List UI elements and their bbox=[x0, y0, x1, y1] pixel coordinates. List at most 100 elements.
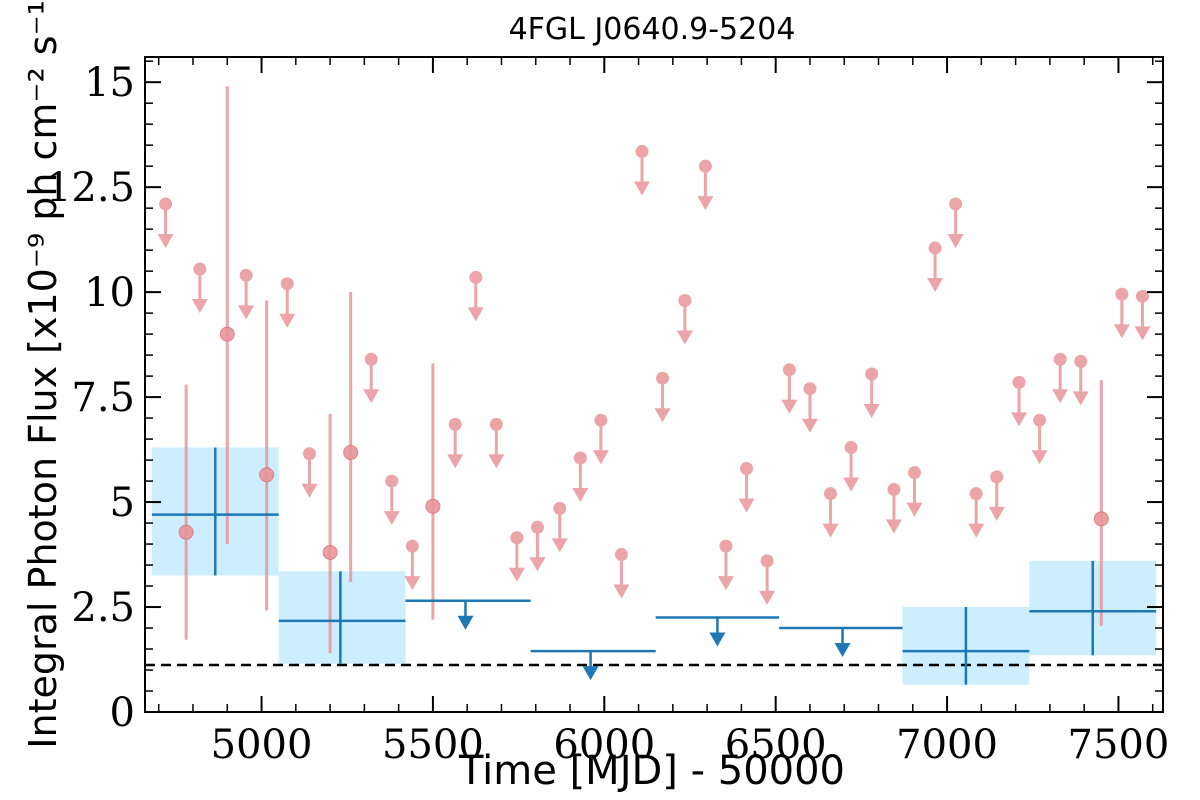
short-bin-upper-limit-26-head bbox=[822, 523, 839, 538]
short-bin-upper-limit-marker-30 bbox=[907, 466, 921, 480]
short-bin-upper-limit-32 bbox=[947, 197, 964, 248]
plot-frame bbox=[144, 56, 1164, 713]
short-bin-points bbox=[157, 86, 1151, 654]
short-bin-upper-limit-24 bbox=[781, 363, 798, 414]
short-bin-upper-limit-14-head bbox=[572, 487, 589, 502]
short-bin-upper-limit-35 bbox=[1011, 375, 1028, 427]
short-bin-upper-limit-9 bbox=[467, 270, 484, 322]
short-bin-upper-limit-36-head bbox=[1031, 450, 1048, 465]
short-bin-upper-limit-marker-14 bbox=[573, 451, 587, 465]
short-bin-upper-limit-22-head bbox=[738, 498, 755, 513]
x-tick-label-5: 7500 bbox=[1068, 722, 1170, 768]
short-bin-upper-limit-17-head bbox=[634, 181, 651, 196]
short-bin-upper-limit-9-head bbox=[467, 307, 484, 322]
x-axis-label: Time [MJD] - 50000 bbox=[458, 748, 845, 794]
short-bin-upper-limit-24-head bbox=[781, 399, 798, 414]
short-bin-upper-limit-33-head bbox=[968, 523, 985, 538]
short-bin-upper-limit-marker-32 bbox=[949, 197, 963, 211]
short-bin-upper-limit-marker-13 bbox=[553, 501, 567, 515]
x-tick-label-2: 6000 bbox=[553, 722, 655, 768]
short-bin-upper-limit-2-head bbox=[238, 305, 255, 320]
short-bin-upper-limit-23-head bbox=[759, 590, 776, 605]
short-bin-upper-limit-16 bbox=[613, 548, 630, 599]
short-bin-upper-limit-marker-28 bbox=[865, 367, 879, 381]
short-bin-upper-limit-5 bbox=[363, 352, 380, 404]
x-tick-label-1: 5500 bbox=[382, 722, 484, 768]
short-bin-point-4 bbox=[343, 445, 359, 461]
short-bin-upper-limit-10 bbox=[488, 417, 505, 469]
short-bin-upper-limit-28 bbox=[863, 367, 880, 419]
short-bin-upper-limit-33 bbox=[968, 487, 985, 538]
short-bin-upper-limit-37 bbox=[1052, 352, 1069, 404]
y-tick-label-6: 15 bbox=[84, 60, 135, 106]
short-bin-upper-limit-29 bbox=[885, 482, 902, 534]
short-bin-upper-limit-marker-7 bbox=[405, 539, 419, 553]
short-bin-upper-limit-23 bbox=[759, 554, 776, 605]
short-bin-upper-limit-34 bbox=[988, 470, 1005, 521]
short-bin-upper-limit-20-head bbox=[697, 196, 714, 211]
y-tick-label-3: 7.5 bbox=[71, 375, 135, 421]
short-bin-upper-limit-5-head bbox=[363, 389, 380, 404]
short-bin-upper-limit-31 bbox=[927, 241, 944, 293]
short-bin-upper-limit-marker-29 bbox=[887, 482, 901, 496]
short-bin-upper-limit-36 bbox=[1031, 413, 1048, 465]
short-bin-upper-limit-marker-23 bbox=[760, 554, 774, 568]
short-bin-upper-limit-marker-39 bbox=[1115, 287, 1129, 301]
short-bin-upper-limit-4 bbox=[301, 447, 318, 498]
short-bin-upper-limit-marker-17 bbox=[635, 144, 649, 158]
short-bin-upper-limit-marker-6 bbox=[385, 474, 399, 488]
short-bin-point-0 bbox=[178, 524, 194, 540]
y-tick-label-0: 0 bbox=[110, 690, 135, 736]
short-bin-point-5 bbox=[425, 498, 441, 514]
short-bin-upper-limit-marker-21 bbox=[719, 539, 733, 553]
short-bin-upper-limit-marker-12 bbox=[530, 520, 544, 534]
short-bin-upper-limit-2 bbox=[238, 268, 255, 320]
short-bin-upper-limit-6-head bbox=[383, 511, 400, 526]
x-tick-label-4: 7000 bbox=[896, 722, 998, 768]
short-bin-upper-limit-10-head bbox=[488, 454, 505, 469]
short-bin-upper-limit-0 bbox=[157, 197, 174, 248]
short-bin-upper-limit-30 bbox=[906, 466, 923, 517]
long-bin-points bbox=[151, 447, 1157, 685]
long-bin-ul-head-3 bbox=[834, 643, 851, 658]
short-bin-upper-limit-19-head bbox=[676, 330, 693, 345]
short-bin-upper-limit-18-head bbox=[654, 408, 671, 423]
short-bin-upper-limit-39 bbox=[1113, 287, 1130, 339]
short-bin-upper-limit-27 bbox=[843, 440, 860, 492]
short-bin-upper-limit-marker-19 bbox=[678, 294, 692, 308]
short-bin-upper-limit-marker-1 bbox=[193, 262, 207, 276]
short-bin-upper-limit-32-head bbox=[947, 233, 964, 248]
short-bin-point-1 bbox=[219, 326, 235, 342]
short-bin-upper-limit-marker-31 bbox=[928, 241, 942, 255]
short-bin-upper-limit-22 bbox=[738, 461, 755, 513]
short-bin-upper-limit-marker-26 bbox=[824, 487, 838, 501]
short-bin-upper-limit-marker-25 bbox=[803, 382, 817, 396]
x-tick-label-0: 5000 bbox=[211, 722, 313, 768]
short-bin-upper-limit-31-head bbox=[927, 278, 944, 293]
short-bin-upper-limit-29-head bbox=[885, 519, 902, 534]
short-bin-point-3 bbox=[322, 544, 338, 560]
long-bin-band-1 bbox=[278, 571, 406, 664]
short-bin-point-6 bbox=[1093, 511, 1109, 527]
short-bin-upper-limit-marker-0 bbox=[159, 197, 173, 211]
x-tick-label-3: 6500 bbox=[725, 722, 827, 768]
short-bin-upper-limit-6 bbox=[383, 474, 400, 526]
short-bin-upper-limit-18 bbox=[654, 371, 671, 423]
short-bin-upper-limit-40 bbox=[1134, 289, 1151, 341]
short-bin-upper-limit-19 bbox=[676, 294, 693, 345]
short-bin-upper-limit-25 bbox=[801, 382, 818, 433]
short-bin-upper-limit-marker-36 bbox=[1033, 413, 1047, 427]
short-bin-upper-limit-marker-16 bbox=[614, 548, 628, 562]
long-bin-bands bbox=[151, 447, 1157, 685]
short-bin-upper-limit-30-head bbox=[906, 502, 923, 517]
short-bin-upper-limit-20 bbox=[697, 159, 714, 211]
short-bin-upper-limit-12-head bbox=[529, 557, 546, 572]
short-bin-upper-limit-1 bbox=[191, 262, 208, 314]
y-tick-label-1: 2.5 bbox=[71, 585, 135, 631]
short-bin-upper-limit-12 bbox=[529, 520, 546, 572]
short-bin-upper-limit-11-head bbox=[508, 567, 525, 582]
long-bin-ul-head-1 bbox=[582, 666, 599, 681]
short-bin-upper-limit-21-head bbox=[717, 576, 734, 591]
short-bin-upper-limit-marker-10 bbox=[489, 417, 503, 431]
